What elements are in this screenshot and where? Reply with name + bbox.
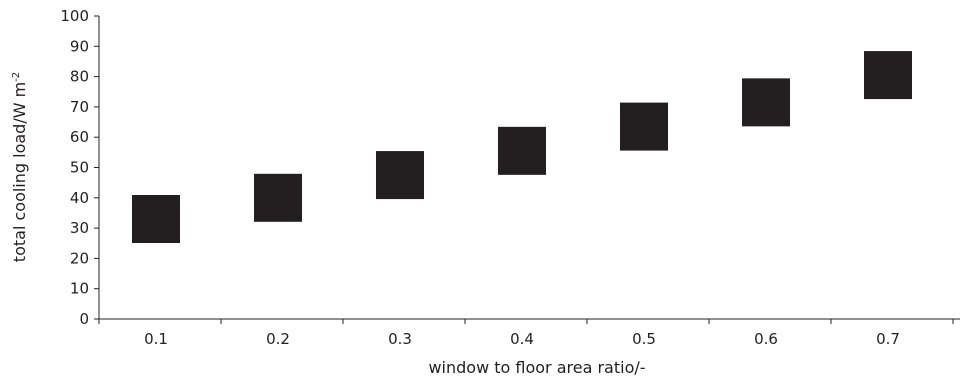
y-axis: 0 10 20 30 40 50 60 70 80 90 100: [60, 7, 100, 328]
y-tick-label: 90: [70, 37, 89, 55]
y-tick-label: 30: [70, 219, 89, 237]
y-tick-label: 20: [70, 249, 89, 267]
x-tick-label: 0.1: [144, 330, 168, 348]
y-tick-label: 100: [60, 7, 89, 25]
x-axis: 0.1 0.2 0.3 0.4 0.5 0.6 0.7: [98, 318, 960, 348]
y-tick-label: 40: [70, 189, 89, 207]
data-point-marker: [254, 173, 302, 222]
y-tick-label: 70: [70, 98, 89, 116]
data-point-marker: [864, 51, 912, 100]
y-tick-label: 10: [70, 280, 89, 298]
y-tick-label: 80: [70, 68, 89, 86]
x-tick-label: 0.6: [754, 330, 778, 348]
x-tick-label: 0.2: [266, 330, 290, 348]
data-point-marker: [620, 102, 668, 151]
y-axis-title: total cooling load/W m-2: [10, 72, 29, 262]
data-point-marker: [376, 151, 424, 200]
data-points: [132, 51, 912, 244]
x-axis-title: window to floor area ratio/-: [428, 358, 645, 377]
x-tick-label: 0.4: [510, 330, 534, 348]
y-tick-label: 0: [79, 310, 89, 328]
y-axis-title-superscript: -2: [11, 72, 22, 82]
data-point-marker: [742, 78, 790, 127]
x-tick-label: 0.5: [632, 330, 656, 348]
x-tick-label: 0.3: [388, 330, 412, 348]
y-tick-label: 50: [70, 159, 89, 177]
y-axis-title-main: total cooling load/W m: [10, 82, 29, 262]
y-tick-label: 60: [70, 128, 89, 146]
x-tick-label: 0.7: [876, 330, 900, 348]
data-point-marker: [498, 126, 546, 175]
data-point-marker: [132, 195, 180, 244]
